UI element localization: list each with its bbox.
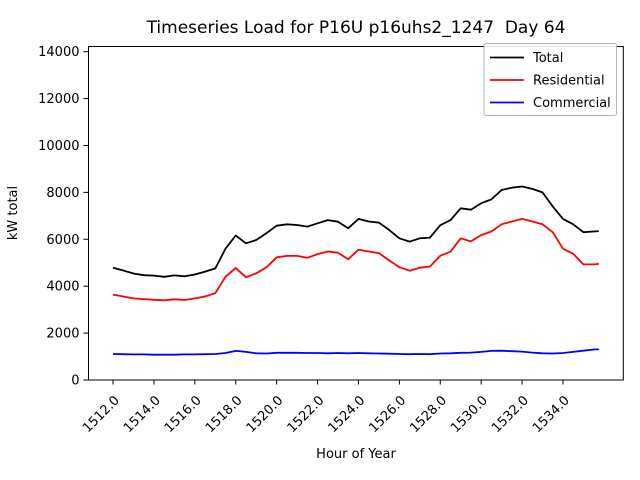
y-tick-label: 10000 (38, 139, 79, 154)
x-tick-label: 1530.0 (448, 393, 491, 436)
x-tick-label: 1528.0 (407, 393, 450, 436)
x-tick-label: 1522.0 (285, 393, 328, 436)
chart-title: Timeseries Load for P16U p16uhs2_1247 Da… (146, 18, 566, 38)
plot-area (88, 46, 624, 381)
legend: Total Residential Commercial (483, 43, 617, 116)
y-tick-label: 8000 (46, 186, 79, 201)
y-axis-label: kW total (6, 186, 21, 240)
legend-item-residential: Residential (490, 74, 605, 89)
legend-box (483, 43, 617, 116)
x-tick-label: 1532.0 (489, 393, 532, 436)
x-axis-ticks: 1512.01514.01516.01518.01520.01522.01524… (80, 380, 573, 436)
y-tick-label: 2000 (46, 327, 79, 342)
y-tick-label: 14000 (38, 45, 79, 60)
commercial-line (112, 348, 599, 356)
y-tick-label: 4000 (46, 280, 79, 295)
y-tick-label: 6000 (46, 233, 79, 248)
series-lines (112, 185, 599, 356)
x-tick-label: 1518.0 (203, 393, 246, 436)
y-tick-label: 0 (71, 374, 79, 389)
y-tick-label: 12000 (38, 92, 79, 107)
x-tick-label: 1534.0 (530, 393, 573, 436)
x-tick-label: 1526.0 (366, 393, 409, 436)
x-axis-label: Hour of Year (316, 447, 396, 462)
y-axis-ticks: 0 2000 4000 6000 8000 10000 12000 14000 (38, 45, 89, 389)
x-tick-label: 1516.0 (162, 393, 205, 436)
total-line (112, 185, 599, 278)
x-tick-label: 1514.0 (121, 393, 164, 436)
residential-line (112, 217, 599, 302)
legend-total-label: Total (532, 51, 563, 66)
legend-commercial-label: Commercial (533, 96, 611, 111)
x-tick-label: 1512.0 (80, 393, 123, 436)
legend-item-total: Total (490, 51, 563, 66)
x-tick-label: 1524.0 (326, 393, 369, 436)
legend-item-commercial: Commercial (490, 96, 611, 111)
x-tick-label: 1520.0 (244, 393, 287, 436)
legend-residential-label: Residential (533, 74, 605, 89)
